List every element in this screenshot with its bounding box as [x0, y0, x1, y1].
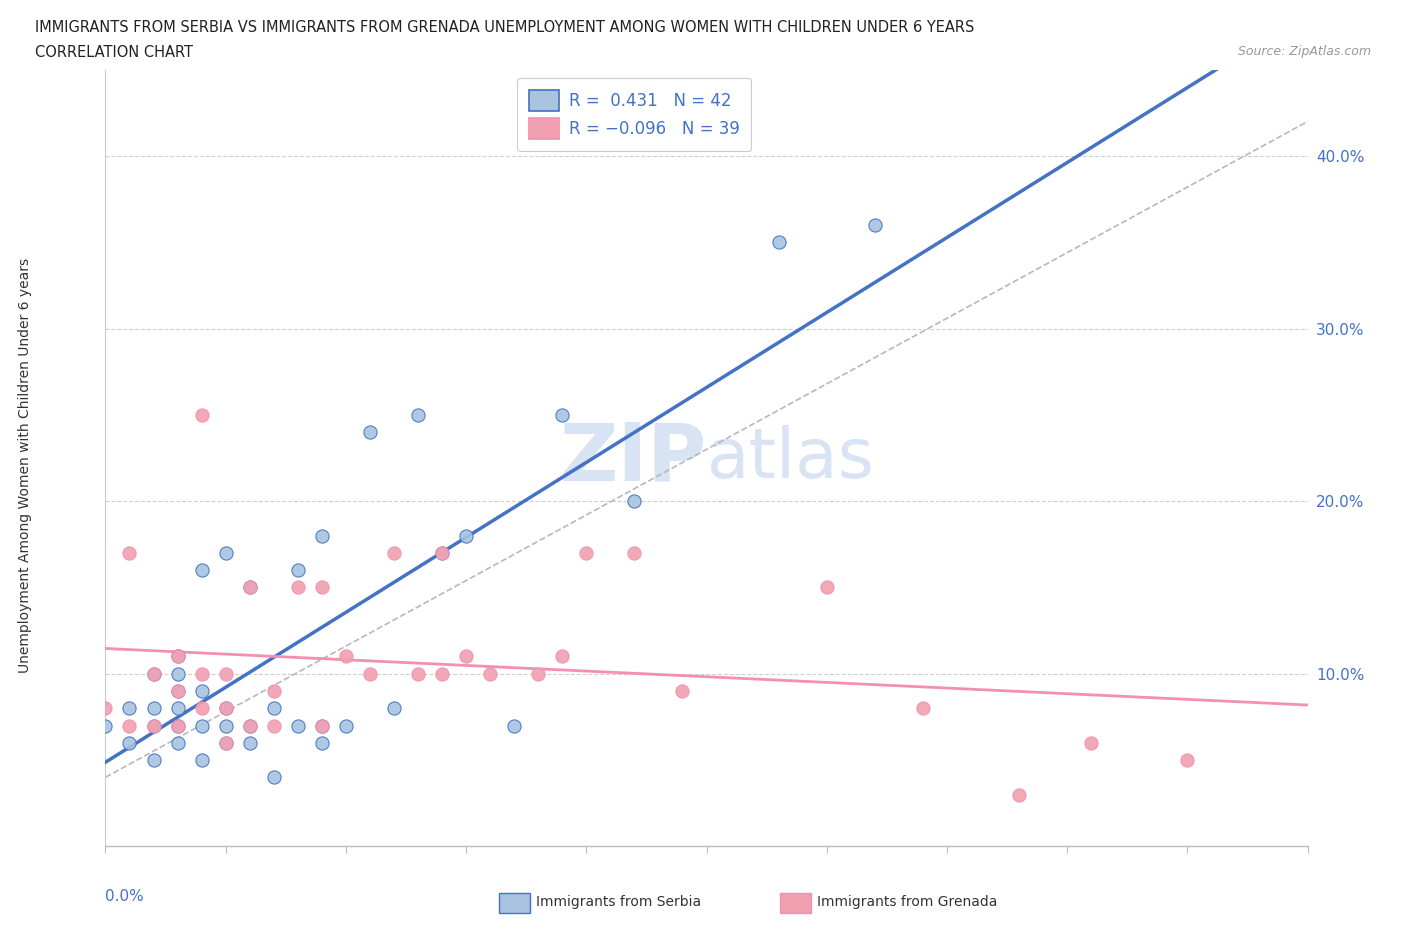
Point: [214, 666, 236, 681]
Point: [1175, 752, 1198, 767]
Point: [335, 649, 357, 664]
Point: [575, 546, 598, 561]
Text: Source: ZipAtlas.com: Source: ZipAtlas.com: [1237, 45, 1371, 58]
Point: [214, 736, 236, 751]
Point: [527, 666, 550, 681]
Point: [190, 666, 212, 681]
Text: Unemployment Among Women with Children Under 6 years: Unemployment Among Women with Children U…: [18, 258, 32, 672]
Point: [359, 666, 381, 681]
Point: [623, 494, 645, 509]
Point: [142, 701, 165, 716]
Point: [142, 718, 165, 733]
Point: [623, 546, 645, 561]
Point: [454, 649, 477, 664]
Point: [239, 580, 262, 595]
Point: [239, 718, 262, 733]
Point: [406, 407, 429, 422]
Point: [190, 563, 212, 578]
Point: [142, 666, 165, 681]
Point: [479, 666, 502, 681]
Point: [214, 718, 236, 733]
Point: [911, 701, 934, 716]
Point: [166, 684, 188, 698]
Point: [768, 235, 790, 250]
Point: [118, 701, 141, 716]
Point: [263, 770, 285, 785]
Point: [166, 718, 188, 733]
Point: [671, 684, 693, 698]
Point: [1080, 736, 1102, 751]
Point: [382, 546, 405, 561]
Point: [406, 666, 429, 681]
Point: [335, 718, 357, 733]
Text: atlas: atlas: [707, 424, 875, 492]
Text: IMMIGRANTS FROM SERBIA VS IMMIGRANTS FROM GRENADA UNEMPLOYMENT AMONG WOMEN WITH : IMMIGRANTS FROM SERBIA VS IMMIGRANTS FRO…: [35, 20, 974, 35]
Point: [118, 718, 141, 733]
Point: [430, 546, 453, 561]
Point: [551, 649, 574, 664]
Point: [214, 546, 236, 561]
Point: [454, 528, 477, 543]
Point: [503, 718, 526, 733]
Point: [190, 701, 212, 716]
Point: [815, 580, 838, 595]
Point: [142, 752, 165, 767]
Point: [287, 580, 309, 595]
Point: [1008, 787, 1031, 802]
Text: 0.0%: 0.0%: [105, 889, 145, 904]
Point: [166, 649, 188, 664]
Point: [214, 736, 236, 751]
Point: [166, 684, 188, 698]
Point: [359, 425, 381, 440]
Point: [430, 546, 453, 561]
Point: [166, 718, 188, 733]
Text: ZIP: ZIP: [560, 419, 707, 497]
Point: [214, 701, 236, 716]
Point: [214, 701, 236, 716]
Point: [166, 736, 188, 751]
Text: Immigrants from Grenada: Immigrants from Grenada: [817, 895, 997, 910]
Point: [263, 701, 285, 716]
Point: [311, 528, 333, 543]
Text: Immigrants from Serbia: Immigrants from Serbia: [536, 895, 700, 910]
Point: [287, 718, 309, 733]
Point: [263, 718, 285, 733]
Point: [311, 718, 333, 733]
Point: [166, 649, 188, 664]
Point: [142, 718, 165, 733]
Point: [142, 666, 165, 681]
Point: [190, 718, 212, 733]
Point: [239, 718, 262, 733]
Point: [311, 580, 333, 595]
Point: [118, 546, 141, 561]
Point: [863, 218, 886, 232]
Point: [382, 701, 405, 716]
Point: [551, 407, 574, 422]
Point: [118, 736, 141, 751]
Point: [190, 407, 212, 422]
Point: [239, 580, 262, 595]
Legend: R =  0.431   N = 42, R = −0.096   N = 39: R = 0.431 N = 42, R = −0.096 N = 39: [517, 78, 751, 151]
Point: [311, 718, 333, 733]
Point: [311, 736, 333, 751]
Point: [166, 666, 188, 681]
Point: [430, 666, 453, 681]
Point: [287, 563, 309, 578]
Point: [166, 701, 188, 716]
Point: [94, 701, 117, 716]
Point: [94, 718, 117, 733]
Point: [263, 684, 285, 698]
Point: [190, 752, 212, 767]
Point: [239, 736, 262, 751]
Point: [190, 684, 212, 698]
Text: CORRELATION CHART: CORRELATION CHART: [35, 45, 193, 60]
